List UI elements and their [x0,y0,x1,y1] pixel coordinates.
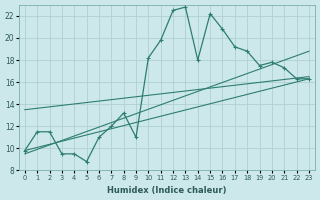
X-axis label: Humidex (Indice chaleur): Humidex (Indice chaleur) [107,186,227,195]
